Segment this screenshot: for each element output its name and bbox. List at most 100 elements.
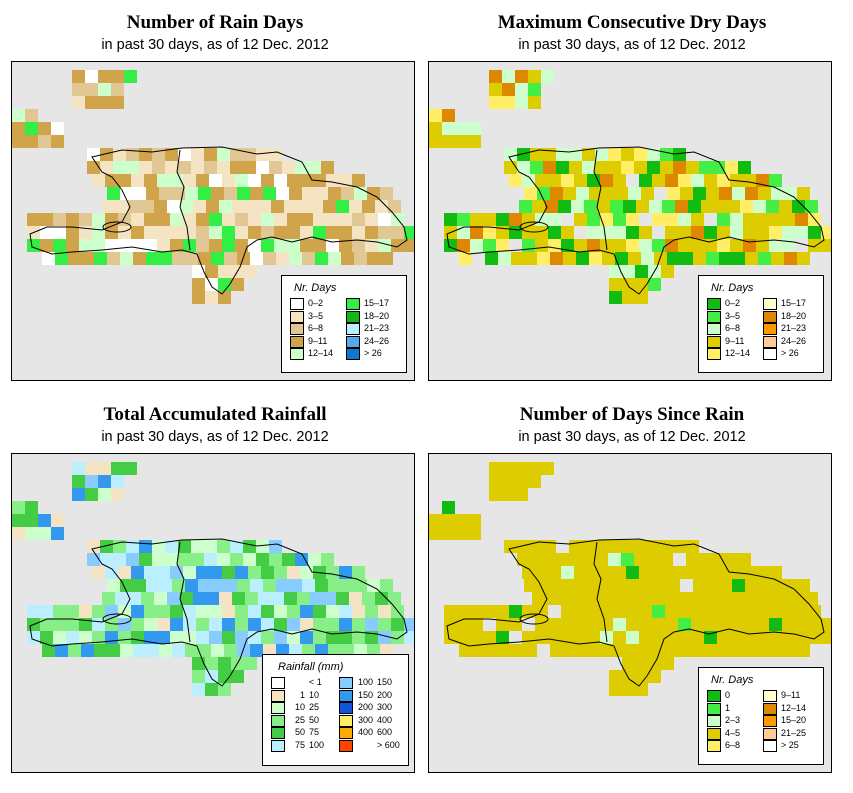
grid-cell — [193, 592, 206, 605]
grid-cell — [584, 200, 597, 213]
grid-cell — [196, 566, 209, 579]
legend-label-low: 25 — [294, 714, 305, 725]
panel-subtitle: in past 30 days, as of 12 Dec. 2012 — [101, 37, 329, 53]
legend-swatch — [271, 702, 285, 714]
grid-cell — [429, 514, 442, 527]
grid-cell — [483, 213, 496, 226]
grid-cell — [85, 96, 98, 109]
grid-cell — [209, 213, 222, 226]
grid-cell — [352, 226, 365, 239]
grid-cell — [634, 148, 647, 161]
legend-label: 3–5 — [725, 310, 741, 321]
grid-cell — [222, 605, 235, 618]
grid-cell — [442, 109, 455, 122]
grid-cell — [745, 644, 758, 657]
grid-cell — [222, 239, 235, 252]
grid-cell — [326, 226, 339, 239]
grid-cell — [524, 187, 537, 200]
legend-swatch — [290, 335, 304, 348]
grid-cell — [66, 239, 79, 252]
grid-cell — [535, 239, 548, 252]
grid-cell — [79, 239, 92, 252]
grid-cell — [782, 605, 795, 618]
grid-cell — [25, 514, 38, 527]
grid-cell — [686, 540, 699, 553]
grid-cell — [522, 566, 535, 579]
grid-cell — [178, 161, 191, 174]
grid-cell — [244, 657, 257, 670]
grid-cell — [623, 200, 636, 213]
grid-cell — [192, 265, 205, 278]
grid-cell — [196, 174, 209, 187]
grid-cell — [548, 174, 561, 187]
grid-cell — [712, 161, 725, 174]
grid-cell — [665, 239, 678, 252]
grid-cell — [170, 618, 183, 631]
grid-cell — [341, 579, 354, 592]
grid-cell — [717, 605, 730, 618]
grid-cell — [365, 605, 378, 618]
legend-swatch — [271, 689, 285, 702]
grid-cell — [795, 618, 808, 631]
grid-cell — [727, 200, 740, 213]
grid-cell — [613, 174, 626, 187]
grid-cell — [717, 226, 730, 239]
grid-cell — [205, 657, 218, 670]
legend-label-low: 75 — [294, 739, 305, 750]
grid-cell — [517, 553, 530, 566]
grid-cell — [224, 644, 237, 657]
grid-cell — [600, 213, 613, 226]
legend-swatch — [707, 348, 721, 360]
legend-swatch — [290, 298, 304, 310]
grid-cell — [55, 252, 68, 265]
grid-cell — [797, 252, 810, 265]
grid-cell — [680, 252, 693, 265]
grid-cell — [339, 213, 352, 226]
grid-cell — [235, 631, 248, 644]
grid-cell — [719, 579, 732, 592]
grid-cell — [626, 618, 639, 631]
legend-swatch — [707, 323, 721, 335]
grid-cell — [352, 618, 365, 631]
grid-cell — [517, 540, 530, 553]
grid-cell — [805, 200, 818, 213]
grid-cell — [146, 644, 159, 657]
grid-cell — [315, 187, 328, 200]
grid-cell — [756, 226, 769, 239]
grid-cell — [235, 618, 248, 631]
grid-cell — [442, 527, 455, 540]
grid-cell — [245, 200, 258, 213]
grid-cell — [297, 200, 310, 213]
grid-cell — [795, 631, 808, 644]
grid-cell — [224, 579, 237, 592]
grid-cell — [652, 213, 665, 226]
grid-cell — [485, 252, 498, 265]
grid-cell — [111, 96, 124, 109]
grid-cell — [730, 213, 743, 226]
legend-swatch — [763, 298, 777, 310]
grid-cell — [589, 252, 602, 265]
grid-cell — [457, 631, 470, 644]
grid-cell — [574, 566, 587, 579]
grid-cell — [483, 226, 496, 239]
grid-cell — [545, 200, 558, 213]
grid-cell — [522, 239, 535, 252]
grid-cell — [691, 631, 704, 644]
grid-cell — [483, 605, 496, 618]
grid-cell — [178, 540, 191, 553]
grid-cell — [152, 161, 165, 174]
grid-cell — [769, 618, 782, 631]
grid-cell — [489, 96, 502, 109]
grid-cell — [276, 579, 289, 592]
grid-cell — [457, 213, 470, 226]
grid-cell — [704, 226, 717, 239]
legend-swatch — [339, 739, 353, 752]
grid-cell — [524, 579, 537, 592]
country-border — [593, 149, 608, 251]
grid-cell — [326, 239, 339, 252]
grid-cell — [391, 618, 404, 631]
grid-cell — [530, 553, 543, 566]
legend-label: 12–14 — [781, 702, 807, 713]
grid-cell — [66, 605, 79, 618]
grid-cell — [541, 70, 554, 83]
